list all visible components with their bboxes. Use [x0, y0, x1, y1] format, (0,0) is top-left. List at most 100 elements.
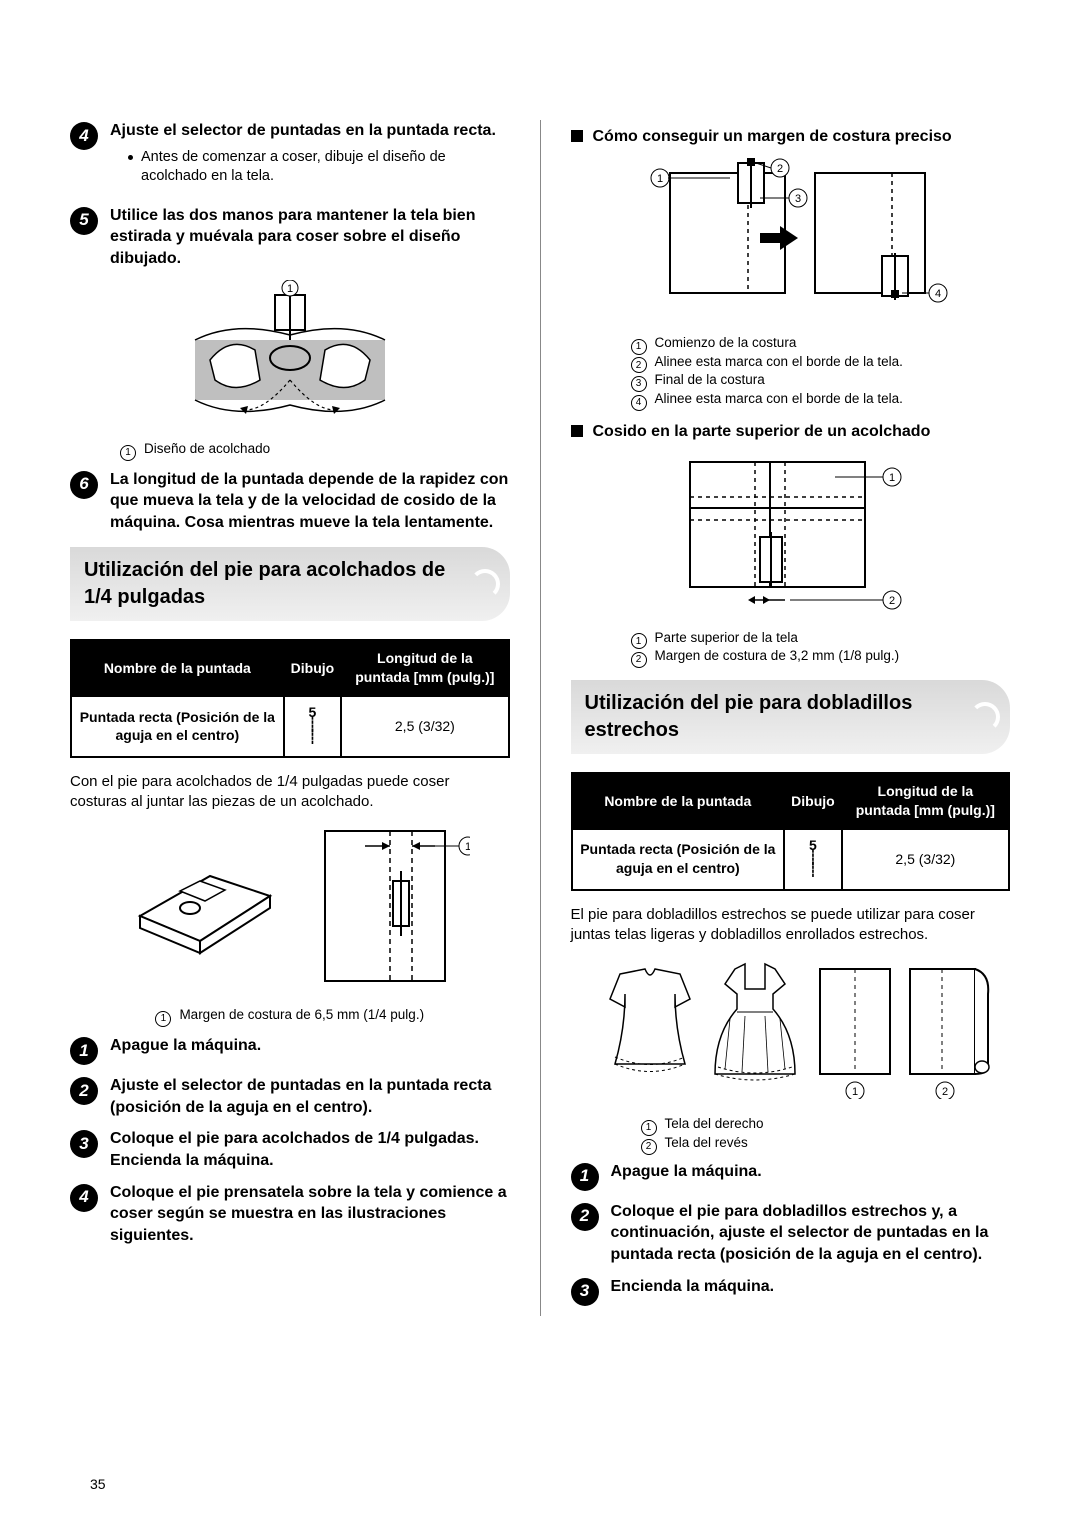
paragraph: Con el pie para acolchados de 1/4 pulgad… [70, 772, 510, 813]
legend-text: Diseño de acolchado [144, 440, 270, 458]
legend-text: Comienzo de la costura [655, 334, 797, 352]
bullet: Antes de comenzar a coser, dibuje el dis… [128, 148, 510, 187]
step-title: Coloque el pie para acolchados de 1/4 pu… [110, 1128, 510, 1150]
svg-text:1: 1 [852, 1086, 858, 1098]
bullet-dot-icon [128, 155, 133, 160]
step-num: 3 [70, 1130, 98, 1158]
sub-header-text: Cosido en la parte superior de un acolch… [593, 421, 931, 443]
step-4b: 4 Coloque el pie prensatela sobre la tel… [70, 1182, 510, 1247]
figure-foot-seam: 1 1 Margen de costura de 6,5 mm (1/4 pul… [70, 826, 510, 1025]
step-num: 3 [571, 1278, 599, 1306]
legend-text: Tela del revés [665, 1134, 748, 1152]
step-title: Coloque el pie para dobladillos estrecho… [611, 1201, 1011, 1266]
td-val: 2,5 (3/32) [341, 696, 508, 757]
step-num: 4 [70, 122, 98, 150]
th: Dibujo [284, 640, 342, 696]
td-draw: 5┊┊ [284, 696, 342, 757]
step-num: 5 [70, 207, 98, 235]
step-num: 2 [571, 1203, 599, 1231]
step-title: Apague la máquina. [110, 1035, 510, 1057]
step-title: Apague la máquina. [611, 1161, 1011, 1183]
svg-text:2: 2 [889, 595, 895, 607]
stitch-table-2: Nombre de la puntada Dibujo Longitud de … [571, 772, 1011, 890]
step-extra: Encienda la máquina. [110, 1150, 510, 1172]
td-draw: 5┊┊ [784, 829, 842, 890]
step-6: 6 La longitud de la puntada depende de l… [70, 469, 510, 534]
circled-2-icon: 2 [641, 1139, 657, 1155]
td-name: Puntada recta (Posición de la aguja en e… [572, 829, 785, 890]
legend-text: Tela del derecho [665, 1115, 764, 1133]
svg-text:2: 2 [942, 1086, 948, 1098]
garments-icon: 1 2 [580, 959, 1000, 1099]
step-num: 1 [70, 1037, 98, 1065]
topstitch-icon: 1 2 [660, 452, 920, 612]
foot-seam-icon: 1 [110, 826, 470, 996]
legend-row: 2 Tela del revés [641, 1134, 1011, 1153]
th: Dibujo [784, 773, 842, 829]
legend-row: 2Margen de costura de 3,2 mm (1/8 pulg.) [631, 647, 1011, 666]
legend-text: Alinee esta marca con el borde de la tel… [655, 390, 903, 408]
step-body: Ajuste el selector de puntadas en la pun… [110, 120, 510, 195]
legend-row: 1 Tela del derecho [641, 1115, 1011, 1134]
circled-4-icon: 4 [631, 395, 647, 411]
stitch-num: 5 [309, 704, 317, 720]
left-column: 4 Ajuste el selector de puntadas en la p… [70, 120, 510, 1316]
circled-2-icon: 2 [631, 357, 647, 373]
section-header-hem-foot: Utilización del pie para dobladillos est… [571, 680, 1011, 754]
figure-garments: 1 2 [571, 959, 1011, 1105]
step-title: Ajuste el selector de puntadas en la pun… [110, 1075, 510, 1118]
step-5: 5 Utilice las dos manos para mantener la… [70, 205, 510, 270]
legend-row: 1Comienzo de la costura [631, 334, 1011, 353]
circled-1-icon: 1 [641, 1120, 657, 1136]
step-title: La longitud de la puntada depende de la … [110, 469, 510, 534]
figure-quilting-hands: 1 1 Diseño de acolchado [70, 280, 510, 459]
svg-text:4: 4 [935, 288, 941, 300]
td-name: Puntada recta (Posición de la aguja en e… [71, 696, 284, 757]
step-body: Utilice las dos manos para mantener la t… [110, 205, 510, 270]
page-number: 35 [90, 1475, 106, 1494]
circled-1-icon: 1 [120, 445, 136, 461]
legend-row: 2 Alinee esta marca con el borde de la te… [631, 353, 1011, 372]
square-bullet-icon [571, 130, 583, 142]
step-title: Utilice las dos manos para mantener la t… [110, 205, 510, 270]
section-header-quarter-foot: Utilización del pie para acolchados de 1… [70, 547, 510, 621]
step-3b: 3 Coloque el pie para acolchados de 1/4 … [70, 1128, 510, 1171]
legend-text: Parte superior de la tela [655, 629, 798, 647]
sub-header-topstitch: Cosido en la parte superior de un acolch… [571, 421, 1011, 443]
stitch-table-1: Nombre de la puntada Dibujo Longitud de … [70, 639, 510, 757]
step-num: 6 [70, 471, 98, 499]
sub-header-precise: Cómo conseguir un margen de costura prec… [571, 126, 1011, 148]
circled-3-icon: 3 [631, 376, 647, 392]
legend-text: Margen de costura de 6,5 mm (1/4 pulg.) [179, 1006, 424, 1024]
th: Longitud de la puntada [mm (pulg.)] [341, 640, 508, 696]
square-bullet-icon [571, 425, 583, 437]
th: Nombre de la puntada [71, 640, 284, 696]
svg-text:1: 1 [889, 472, 895, 484]
legend-text: Alinee esta marca con el borde de la tel… [655, 353, 903, 371]
legend-row: 4 Alinee esta marca con el borde de la te… [631, 390, 1011, 409]
paragraph: El pie para dobladillos estrechos se pue… [571, 905, 1011, 946]
precise-seam-icon: 1 2 3 4 [630, 158, 950, 318]
step-num: 1 [571, 1163, 599, 1191]
svg-text:3: 3 [795, 193, 801, 205]
step-2b: 2 Ajuste el selector de puntadas en la p… [70, 1075, 510, 1118]
circled-1-icon: 1 [155, 1011, 171, 1027]
svg-text:1: 1 [657, 173, 663, 185]
svg-text:1: 1 [287, 283, 293, 295]
legend-row: 1 Diseño de acolchado [120, 440, 510, 459]
step-3r: 3 Encienda la máquina. [571, 1276, 1011, 1306]
svg-text:2: 2 [777, 163, 783, 175]
sub-header-text: Cómo conseguir un margen de costura prec… [593, 126, 952, 148]
th: Longitud de la puntada [mm (pulg.)] [842, 773, 1009, 829]
legend-row: 1Parte superior de la tela [631, 629, 1011, 648]
legend-row: 3Final de la costura [631, 371, 1011, 390]
step-title: Coloque el pie prensatela sobre la tela … [110, 1182, 510, 1247]
step-body: La longitud de la puntada depende de la … [110, 469, 510, 534]
step-1r: 1 Apague la máquina. [571, 1161, 1011, 1191]
step-1b: 1 Apague la máquina. [70, 1035, 510, 1065]
svg-text:1: 1 [465, 841, 470, 853]
figure-precise-seam: 1 2 3 4 [571, 158, 1011, 324]
quilting-hands-icon: 1 [175, 280, 405, 430]
circled-2-icon: 2 [631, 652, 647, 668]
column-divider [540, 120, 541, 1316]
